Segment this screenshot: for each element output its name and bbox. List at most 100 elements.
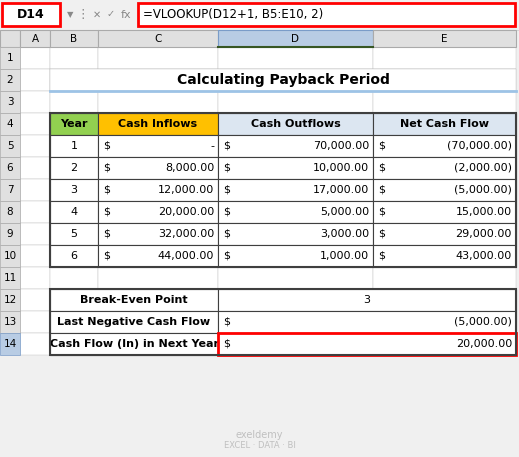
Bar [218, 223, 373, 245]
Text: 11: 11 [4, 273, 17, 283]
Text: ⋮: ⋮ [77, 8, 89, 21]
Bar [98, 223, 218, 245]
Bar [218, 333, 516, 355]
Bar [373, 157, 516, 179]
Bar [98, 201, 218, 223]
Text: $: $ [378, 141, 385, 151]
Text: $: $ [223, 141, 230, 151]
Bar [0, 179, 20, 201]
Bar [20, 201, 50, 223]
Bar [50, 47, 98, 69]
Bar [20, 113, 50, 135]
Text: 3: 3 [363, 295, 371, 305]
Text: 1: 1 [71, 141, 77, 151]
Bar [373, 69, 516, 91]
Text: $: $ [223, 339, 230, 349]
Bar [218, 333, 373, 355]
Text: Cash Inflows: Cash Inflows [118, 119, 198, 129]
Text: $: $ [223, 163, 230, 173]
Bar [98, 179, 218, 201]
Text: C: C [154, 33, 162, 43]
Bar [98, 113, 218, 135]
Text: 5: 5 [7, 141, 13, 151]
Bar [20, 223, 50, 245]
Bar [373, 135, 516, 157]
Bar [218, 179, 373, 201]
Bar [50, 201, 98, 223]
Bar [218, 47, 373, 69]
Bar [50, 311, 98, 333]
Bar [0, 91, 20, 113]
Text: =VLOOKUP(D12+1, B5:E10, 2): =VLOOKUP(D12+1, B5:E10, 2) [143, 8, 323, 21]
Bar [218, 113, 373, 135]
Bar [98, 179, 218, 201]
Bar [50, 157, 98, 179]
Bar [50, 311, 218, 333]
Bar [0, 113, 20, 135]
Bar [50, 135, 98, 157]
Text: 29,000.00: 29,000.00 [456, 229, 512, 239]
Bar [0, 47, 20, 69]
Bar [0, 311, 20, 333]
Text: 9: 9 [7, 229, 13, 239]
Text: $: $ [223, 317, 230, 327]
Bar [50, 223, 98, 245]
Text: fx: fx [121, 10, 131, 20]
Bar [0, 69, 20, 91]
Bar [20, 47, 50, 69]
Text: ✕: ✕ [93, 10, 101, 20]
Bar [50, 113, 98, 135]
Text: $: $ [378, 163, 385, 173]
Text: 5: 5 [71, 229, 77, 239]
Text: exeldemy: exeldemy [236, 430, 283, 440]
Bar [98, 311, 218, 333]
Text: $: $ [103, 163, 110, 173]
Bar [98, 267, 218, 289]
Bar [373, 179, 516, 201]
Bar [98, 135, 218, 157]
Bar [0, 30, 20, 47]
Bar [50, 333, 218, 355]
Bar [50, 333, 98, 355]
Text: 10,000.00: 10,000.00 [313, 163, 369, 173]
Bar [50, 223, 98, 245]
Bar [373, 113, 516, 135]
Text: $: $ [103, 251, 110, 261]
Bar [20, 157, 50, 179]
Text: $: $ [103, 229, 110, 239]
Text: 1,000.00: 1,000.00 [320, 251, 369, 261]
Text: 2: 2 [71, 163, 77, 173]
Bar [218, 113, 373, 135]
Text: 6: 6 [7, 163, 13, 173]
Bar [373, 245, 516, 267]
Text: E: E [441, 33, 448, 43]
Text: 3: 3 [7, 97, 13, 107]
Bar [2, 3, 60, 26]
Text: $: $ [103, 185, 110, 195]
Bar [20, 311, 50, 333]
Bar [218, 223, 373, 245]
Text: ✓: ✓ [107, 10, 115, 20]
Bar [373, 157, 516, 179]
Bar [98, 157, 218, 179]
Bar [20, 245, 50, 267]
Bar [98, 245, 218, 267]
Text: (2,000.00): (2,000.00) [454, 163, 512, 173]
Bar [0, 289, 20, 311]
Text: 32,000.00: 32,000.00 [158, 229, 214, 239]
Bar [98, 201, 218, 223]
Text: $: $ [103, 141, 110, 151]
Bar [0, 201, 20, 223]
Text: $: $ [223, 251, 230, 261]
Text: $: $ [378, 229, 385, 239]
Text: Calculating Payback Period: Calculating Payback Period [176, 73, 389, 87]
Text: 4: 4 [71, 207, 77, 217]
Text: 12,000.00: 12,000.00 [158, 185, 214, 195]
Text: Net Cash Flow: Net Cash Flow [400, 119, 489, 129]
Bar [0, 135, 20, 157]
Bar [218, 179, 373, 201]
Bar [98, 113, 218, 135]
Text: D14: D14 [17, 8, 45, 21]
Text: (70,000.00): (70,000.00) [447, 141, 512, 151]
Bar [218, 135, 373, 157]
